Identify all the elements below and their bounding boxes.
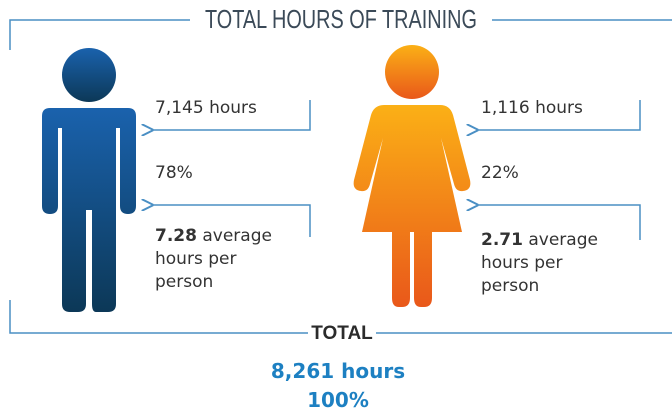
female-figure — [353, 45, 471, 307]
bottom-frame — [9, 300, 672, 334]
average-text: average — [202, 226, 272, 246]
male-figure — [42, 48, 136, 312]
share: 22% — [481, 163, 519, 183]
average-value: 7.28 — [155, 226, 197, 246]
average: 7.28 average — [155, 226, 272, 246]
arrow — [152, 205, 311, 237]
share: 78% — [155, 163, 193, 183]
total-hours: 8,261 hours — [271, 359, 405, 383]
total-share: 100% — [307, 388, 369, 412]
average-value: 2.71 — [481, 230, 523, 250]
hours: 1,116 hours — [481, 98, 583, 118]
average-text: average — [528, 230, 598, 250]
arrow — [152, 100, 311, 130]
title: TOTAL HOURS OF TRAINING — [205, 4, 477, 34]
top-frame — [9, 19, 672, 50]
average-text: person — [481, 276, 539, 296]
average-text: hours per — [155, 249, 236, 269]
arrow — [477, 100, 641, 130]
arrow — [477, 205, 641, 240]
total-label: TOTAL — [311, 323, 373, 344]
average-text: hours per — [481, 253, 562, 273]
hours: 7,145 hours — [155, 98, 257, 118]
average: 2.71 average — [481, 230, 598, 250]
average-text: person — [155, 272, 213, 292]
